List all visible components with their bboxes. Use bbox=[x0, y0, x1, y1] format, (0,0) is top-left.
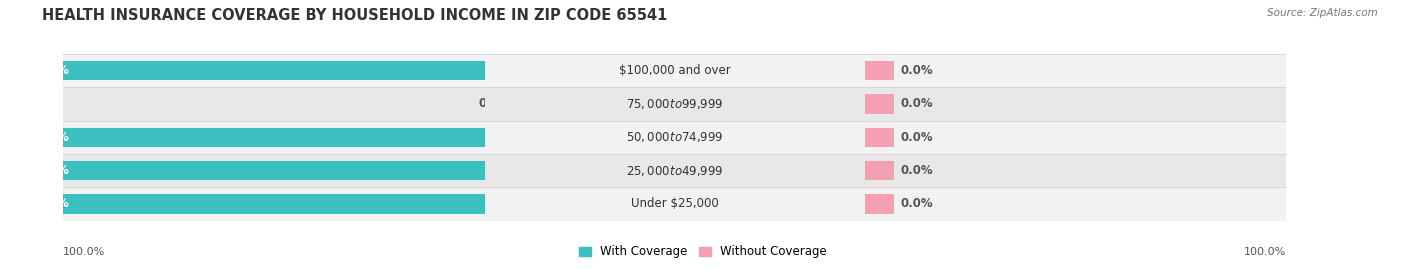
Bar bbox=[485, 187, 865, 221]
Bar bbox=[63, 61, 485, 80]
Text: 0.0%: 0.0% bbox=[900, 131, 934, 144]
Text: 0.0%: 0.0% bbox=[900, 64, 934, 77]
Text: Under $25,000: Under $25,000 bbox=[631, 197, 718, 210]
Bar bbox=[63, 121, 485, 154]
Text: HEALTH INSURANCE COVERAGE BY HOUSEHOLD INCOME IN ZIP CODE 65541: HEALTH INSURANCE COVERAGE BY HOUSEHOLD I… bbox=[42, 8, 668, 23]
Legend: With Coverage, Without Coverage: With Coverage, Without Coverage bbox=[574, 241, 832, 263]
Bar bbox=[865, 161, 894, 180]
Text: Source: ZipAtlas.com: Source: ZipAtlas.com bbox=[1267, 8, 1378, 18]
Text: 100.0%: 100.0% bbox=[63, 247, 105, 257]
Bar bbox=[485, 87, 865, 121]
Text: $50,000 to $74,999: $50,000 to $74,999 bbox=[626, 130, 724, 144]
Bar bbox=[865, 54, 1286, 87]
Text: 100.0%: 100.0% bbox=[21, 64, 69, 77]
Text: 0.0%: 0.0% bbox=[900, 97, 934, 110]
Bar bbox=[865, 94, 894, 114]
Bar bbox=[485, 54, 865, 87]
Bar bbox=[865, 121, 1286, 154]
Bar bbox=[63, 87, 485, 121]
Bar bbox=[63, 54, 485, 87]
Bar bbox=[63, 194, 485, 214]
Bar bbox=[63, 154, 485, 187]
Bar bbox=[865, 154, 1286, 187]
Bar bbox=[63, 128, 485, 147]
Text: $25,000 to $49,999: $25,000 to $49,999 bbox=[626, 164, 724, 178]
Text: $75,000 to $99,999: $75,000 to $99,999 bbox=[626, 97, 724, 111]
Text: 0.0%: 0.0% bbox=[900, 164, 934, 177]
Bar bbox=[865, 87, 1286, 121]
Text: 100.0%: 100.0% bbox=[1244, 247, 1286, 257]
Text: 0.0%: 0.0% bbox=[478, 97, 512, 110]
Bar bbox=[63, 161, 485, 180]
Bar bbox=[865, 61, 894, 80]
Text: 100.0%: 100.0% bbox=[21, 164, 69, 177]
Bar bbox=[865, 194, 894, 214]
Bar bbox=[865, 187, 1286, 221]
Bar bbox=[485, 154, 865, 187]
Bar bbox=[485, 121, 865, 154]
Text: 0.0%: 0.0% bbox=[900, 197, 934, 210]
Bar bbox=[865, 128, 894, 147]
Text: 100.0%: 100.0% bbox=[21, 131, 69, 144]
Text: 100.0%: 100.0% bbox=[21, 197, 69, 210]
Bar bbox=[63, 187, 485, 221]
Text: $100,000 and over: $100,000 and over bbox=[619, 64, 731, 77]
